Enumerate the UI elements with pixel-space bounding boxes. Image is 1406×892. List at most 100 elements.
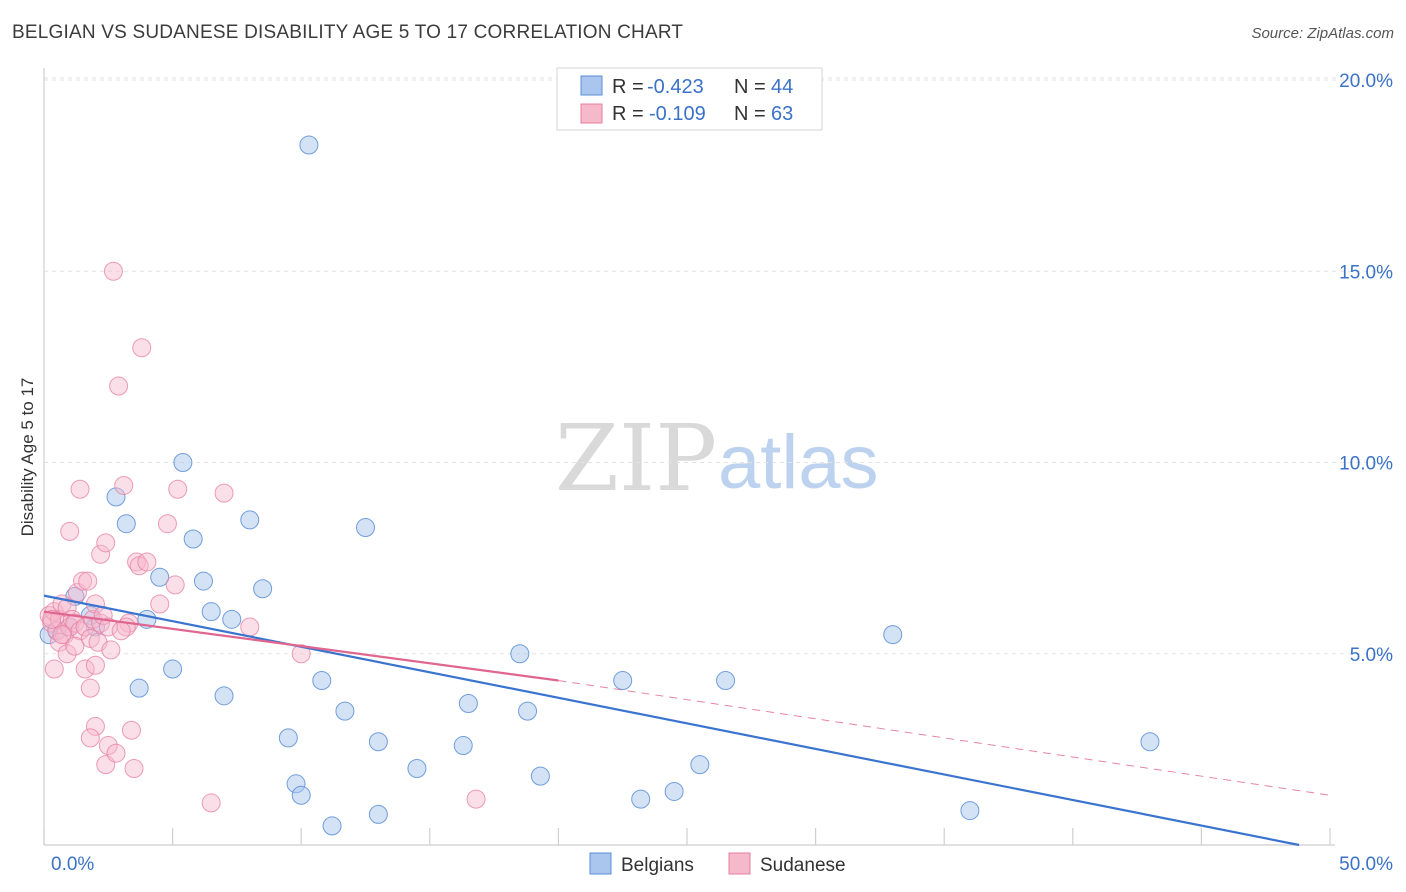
legend-sudanese-r-label: R = [612,103,644,125]
legend-swatch-belgians [580,75,603,96]
belgians-point [530,766,550,786]
legend-belgians-n-value: 44 [771,76,793,98]
belgians-point [253,579,273,599]
belgians-point [883,625,903,645]
sudanese-point [240,617,260,637]
legend-sudanese-n-value: 63 [771,103,793,125]
bottom-legend-belgians: Belgians [621,855,694,876]
bottom-legend-swatch-sudanese [728,852,751,875]
legend-belgians-r-label: R = [612,76,644,98]
sudanese-point [101,640,121,660]
sudanese-point [70,621,90,641]
sudanese-point [70,479,90,499]
sudanese-trend-extension [558,680,1331,796]
watermark-zip: ZIP [555,405,717,512]
belgians-point [458,693,478,713]
sudanese-point [157,514,177,534]
belgians-point [510,644,530,664]
y-axis-title: Disability Age 5 to 17 [18,378,37,537]
x-axis-ticks [43,828,1331,845]
sudanese-point [57,644,77,664]
chart-title: BELGIAN VS SUDANESE DISABILITY AGE 5 TO … [12,22,684,43]
belgians-point [518,701,538,721]
sudanese-point [91,544,111,564]
belgians-point [240,510,260,530]
sudanese-point [121,720,141,740]
y-tick-label: 20.0% [1339,71,1393,92]
bottom-legend-swatch-belgians [589,852,612,875]
belgians-point [716,671,736,691]
belgians-point [116,514,136,534]
legend-swatch-sudanese [580,103,603,124]
sudanese-point [114,475,134,495]
belgians-point [312,671,332,691]
belgians-point [335,701,355,721]
belgians-point [322,816,342,836]
belgians-trend-line [43,594,1300,847]
sudanese-point [124,759,144,778]
sudanese-point [98,736,118,756]
sudanese-point [103,261,123,281]
belgians-point [664,781,684,801]
belgians-point [1140,732,1160,752]
sudanese-point [60,521,80,541]
legend-belgians-n-label: N = [734,76,766,98]
y-tick-label: 5.0% [1350,645,1393,666]
bottom-legend-sudanese: Sudanese [760,855,846,876]
sudanese-point [201,793,221,813]
belgians-point [106,487,126,507]
sudanese-point [109,376,129,396]
x-tick-label-min: 0.0% [51,854,94,875]
sudanese-point [111,621,131,641]
sudanese-point [96,533,116,553]
belgians-point [173,453,193,472]
belgians-point [368,804,388,824]
belgians-point [631,789,651,809]
belgians-point [214,686,234,706]
belgians-point [960,801,980,821]
correlation-legend: R = -0.423 N = 44 R = -0.109 N = 63 [556,67,823,131]
sudanese-point [44,659,64,679]
x-tick-label-max: 50.0% [1339,854,1393,875]
belgians-point [690,755,710,775]
legend-sudanese-r-value: -0.109 [649,103,706,125]
belgians-point [193,571,213,591]
sudanese-point [85,655,105,675]
sudanese-point [165,575,185,595]
sudanese-point [60,617,80,637]
legend-sudanese-n-label: N = [734,103,766,125]
sudanese-point [106,743,126,763]
belgians-point [453,736,473,756]
belgians-point [278,728,298,748]
sudanese-point [78,571,98,591]
sudanese-point [57,598,77,618]
y-axis-tick-labels: 5.0% 10.0% 15.0% 20.0% [1339,71,1393,666]
sudanese-point [214,483,234,503]
sudanese-point [80,678,100,698]
belgians-point [150,567,170,587]
belgians-point [613,671,633,691]
sudanese-point [65,636,85,656]
sudanese-point [42,609,62,629]
belgians-point [201,602,221,622]
sudanese-point [52,625,72,645]
sudanese-point [291,644,311,664]
sudanese-point [466,789,486,809]
sudanese-point [75,659,95,679]
sudanese-point [132,338,152,358]
trend-lines [43,594,1331,847]
source-label: Source: ZipAtlas.com [1251,25,1394,42]
belgians-point [183,529,203,549]
sudanese-point [49,632,69,652]
sudanese-trend-line [43,610,559,682]
y-tick-label: 15.0% [1339,262,1393,283]
series-legend: Belgians Sudanese [589,852,846,876]
belgians-point [129,678,149,698]
belgians-point [163,659,183,679]
sudanese-point [80,728,100,748]
sudanese-point [150,594,170,614]
belgians-point [407,759,427,778]
gridlines [44,77,1392,655]
belgians-point [222,609,242,629]
belgians-point [356,518,375,538]
